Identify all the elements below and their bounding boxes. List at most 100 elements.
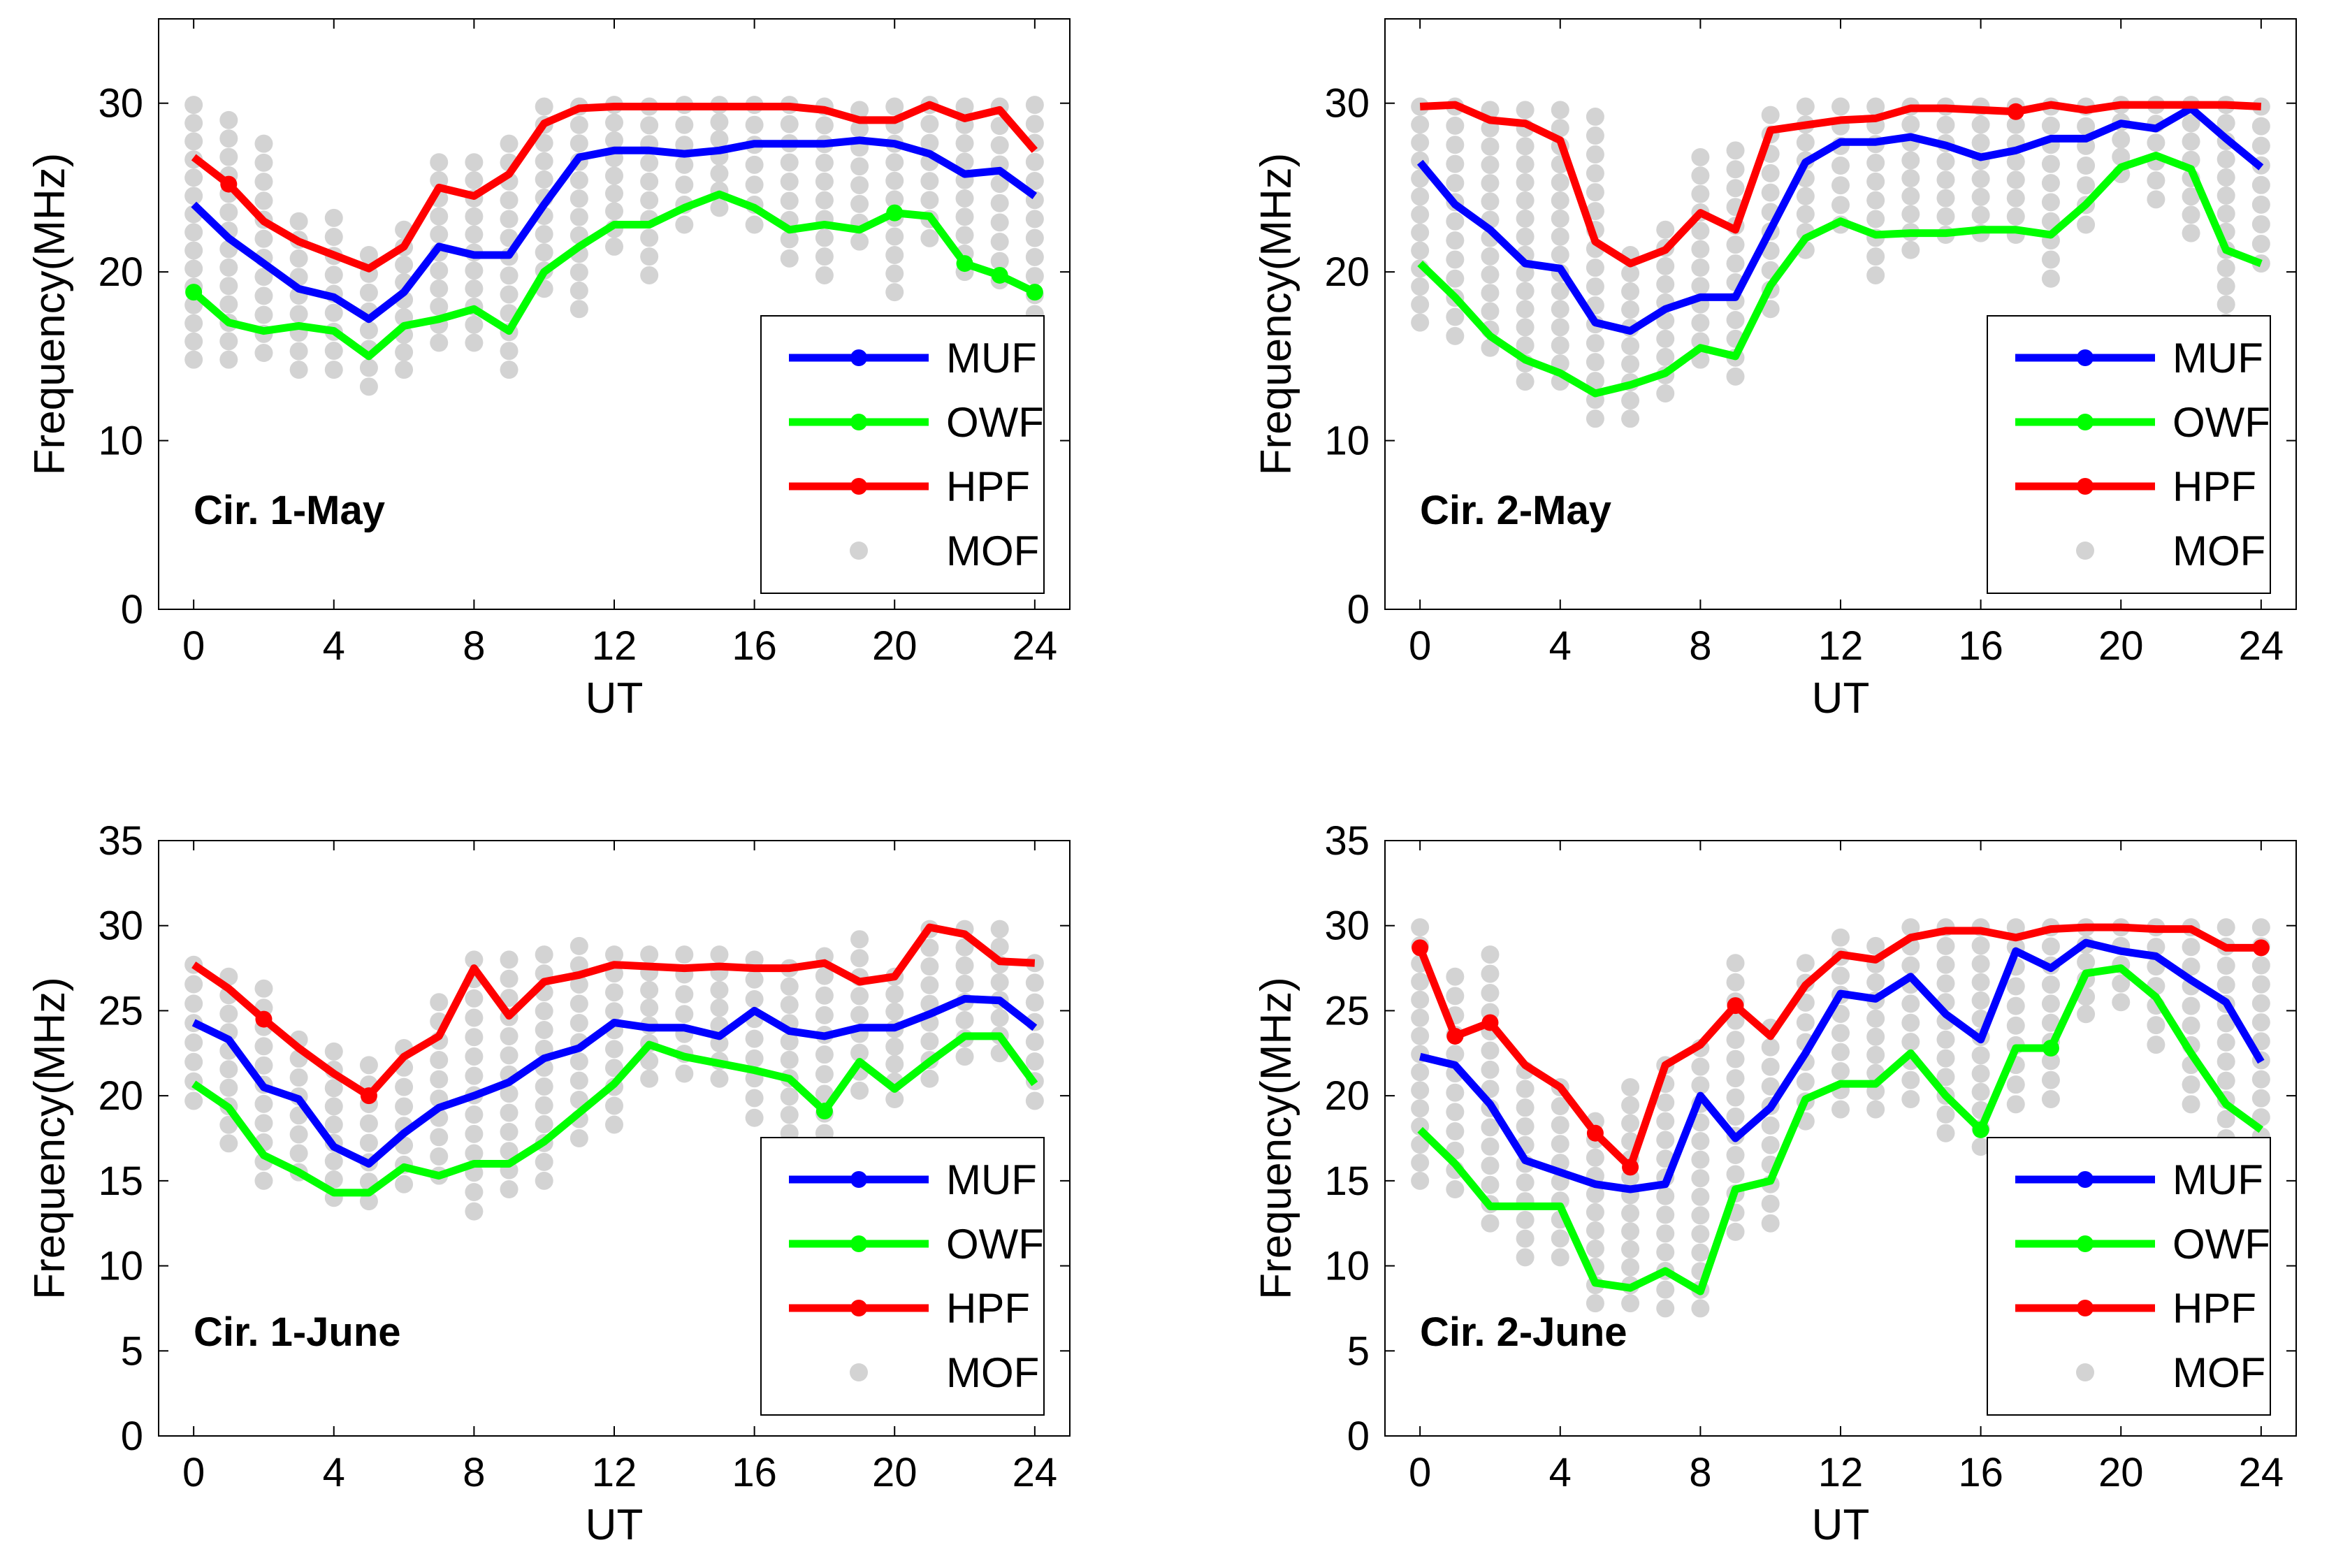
mof-point bbox=[1516, 155, 1535, 174]
mof-point bbox=[745, 175, 764, 194]
mof-point bbox=[1551, 209, 1569, 228]
mof-point bbox=[2251, 136, 2270, 155]
mof-point bbox=[2217, 1033, 2235, 1052]
mof-point bbox=[1761, 1135, 1780, 1154]
mof-point bbox=[1586, 353, 1604, 372]
mof-point bbox=[710, 198, 729, 217]
mof-point bbox=[1411, 223, 1430, 242]
y-tick-label: 10 bbox=[98, 419, 143, 464]
mof-point bbox=[2251, 975, 2270, 994]
mof-point bbox=[2147, 938, 2165, 957]
mof-point bbox=[570, 115, 588, 134]
mof-point bbox=[885, 97, 904, 116]
mof-point bbox=[359, 358, 378, 377]
mof-point bbox=[850, 987, 869, 1006]
mof-point bbox=[430, 1147, 449, 1166]
mof-point bbox=[535, 945, 553, 964]
mof-point bbox=[430, 153, 449, 172]
mof-point bbox=[1025, 954, 1044, 973]
mof-point bbox=[1586, 334, 1604, 353]
mof-point bbox=[920, 115, 939, 133]
mof-point bbox=[1866, 1100, 1885, 1119]
legend-label-muf: MUF bbox=[2172, 1156, 2263, 1203]
mof-point bbox=[395, 255, 414, 274]
legend: MUF OWF HPF MOF bbox=[1987, 1137, 2271, 1416]
mof-point bbox=[1936, 1124, 1955, 1142]
mof-point bbox=[1516, 1210, 1535, 1229]
mof-point bbox=[500, 1142, 518, 1161]
mof-point bbox=[605, 184, 623, 203]
mof-point bbox=[1831, 1043, 1850, 1061]
series-line-muf bbox=[1419, 938, 2265, 1193]
x-tick-label: 12 bbox=[1818, 1450, 1864, 1495]
mof-point bbox=[1726, 141, 1745, 160]
mof-point bbox=[640, 228, 659, 247]
mof-point bbox=[990, 232, 1009, 251]
mof-point bbox=[1726, 254, 1745, 273]
mof-point bbox=[1901, 151, 1920, 170]
mof-point bbox=[1411, 169, 1430, 188]
mof-point bbox=[2182, 957, 2200, 976]
mof-point bbox=[605, 113, 623, 132]
mof-point bbox=[2182, 1075, 2200, 1094]
y-tick-label: 15 bbox=[98, 1159, 143, 1204]
mof-point bbox=[1025, 152, 1044, 171]
mof-point bbox=[535, 152, 553, 170]
mof-point bbox=[1586, 108, 1604, 126]
mof-point bbox=[219, 1078, 238, 1097]
mof-point bbox=[2112, 130, 2131, 149]
mof-point bbox=[850, 930, 869, 949]
mof-point bbox=[1726, 1145, 1745, 1164]
mof-point bbox=[1691, 1150, 1710, 1169]
mof-point bbox=[1516, 1173, 1535, 1192]
mof-point bbox=[1586, 145, 1604, 164]
x-axis-label: UT bbox=[1812, 1501, 1870, 1549]
mof-point bbox=[1726, 1050, 1745, 1068]
mof-point bbox=[1411, 205, 1430, 224]
x-tick-label: 20 bbox=[872, 623, 917, 669]
legend-marker-muf bbox=[850, 1171, 867, 1188]
mof-point bbox=[885, 153, 904, 172]
mof-point bbox=[570, 281, 588, 300]
mof-point bbox=[1971, 954, 1990, 973]
series-marker-owf bbox=[185, 284, 203, 301]
legend-swatch-mof bbox=[850, 1363, 868, 1381]
mof-point bbox=[1901, 1070, 1920, 1089]
mof-point bbox=[1586, 277, 1604, 296]
x-tick-label: 12 bbox=[592, 1450, 637, 1495]
legend-marker-muf bbox=[2077, 349, 2094, 366]
mof-point bbox=[850, 194, 869, 213]
mof-point bbox=[570, 208, 588, 226]
mof-point bbox=[850, 1006, 869, 1024]
legend-label-hpf: HPF bbox=[946, 463, 1030, 510]
mof-point bbox=[1691, 184, 1710, 203]
mof-point bbox=[2006, 189, 2025, 208]
series-marker-hpf bbox=[1481, 1014, 1499, 1031]
mof-point bbox=[1691, 147, 1710, 166]
mof-point bbox=[1656, 347, 1675, 366]
legend-marker-owf bbox=[850, 1235, 867, 1252]
series-line-muf bbox=[1416, 104, 2264, 335]
mof-point bbox=[324, 342, 343, 361]
y-tick-label: 30 bbox=[98, 81, 143, 126]
mof-point bbox=[1411, 1153, 1430, 1172]
mof-point bbox=[1551, 300, 1569, 319]
mof-point bbox=[2182, 224, 2200, 242]
mof-point bbox=[570, 936, 588, 955]
mof-point bbox=[1446, 1045, 1465, 1064]
mof-point bbox=[1691, 1113, 1710, 1132]
legend: MUF OWF HPF MOF bbox=[760, 1137, 1045, 1416]
mof-point bbox=[1516, 137, 1535, 156]
mof-point bbox=[990, 920, 1009, 938]
mof-point bbox=[1516, 1080, 1535, 1098]
mof-point bbox=[219, 1060, 238, 1079]
mof-point bbox=[1621, 355, 1640, 374]
mof-point bbox=[1831, 966, 1850, 985]
y-tick-label: 35 bbox=[1324, 818, 1370, 864]
mof-point bbox=[1411, 1135, 1430, 1154]
mof-point bbox=[2217, 1014, 2235, 1033]
mof-point bbox=[780, 153, 799, 172]
mof-point bbox=[1726, 1069, 1745, 1088]
mof-point bbox=[1691, 1299, 1710, 1318]
mof-point bbox=[710, 130, 729, 149]
